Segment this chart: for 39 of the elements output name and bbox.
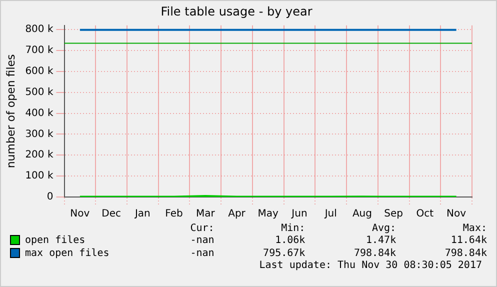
y-axis-title: number of open files — [4, 54, 18, 168]
text: Cur: — [189, 223, 216, 234]
y-tick-label: 400 k — [25, 108, 54, 119]
legend-label: open files — [25, 235, 86, 246]
x-tick-label: Jan — [134, 208, 150, 220]
x-tick-label: Jul — [324, 208, 337, 220]
text: -nan — [189, 247, 216, 260]
x-tick-label: Oct — [416, 208, 434, 220]
y-tick-label: 500 k — [25, 86, 54, 98]
text: Avg: — [371, 223, 398, 234]
x-tick-label: Nov — [446, 208, 466, 220]
text: Max: — [462, 223, 488, 234]
chart-title: File table usage - by year — [160, 4, 312, 18]
x-tick-label: Apr — [228, 208, 246, 220]
x-tick-label: Feb — [165, 208, 183, 220]
x-tick-label: Nov — [70, 208, 90, 220]
text: -nan — [189, 234, 216, 247]
y-tick-label: 200 k — [25, 150, 54, 161]
y-tick-label: 0 — [46, 192, 54, 203]
x-tick-label: May — [258, 208, 279, 220]
text: 1.06k — [274, 234, 306, 247]
text: Last update: Thu Nov 30 08:30:05 2017 — [258, 260, 482, 271]
y-tick-label: 700 k — [25, 45, 54, 56]
y-tick-label: 100 k — [25, 170, 54, 182]
text: 11.64k — [450, 234, 488, 247]
y-tick-label: 600 k — [25, 66, 54, 78]
text: 798.84k — [352, 247, 398, 260]
x-tick-label: Aug — [352, 208, 372, 220]
text: 798.84k — [444, 247, 488, 260]
text: 1.47k — [364, 234, 398, 247]
text: 795.67k — [262, 247, 306, 260]
text: Min: — [280, 223, 306, 234]
x-tick-label: Jun — [290, 208, 308, 220]
legend-label: max open files — [25, 248, 110, 259]
x-tick-label: Mar — [196, 208, 216, 220]
y-tick-label: 800 k — [25, 24, 54, 36]
y-tick-label: 300 k — [25, 128, 54, 140]
x-tick-label: Sep — [384, 208, 404, 220]
x-tick-label: Dec — [102, 208, 121, 220]
